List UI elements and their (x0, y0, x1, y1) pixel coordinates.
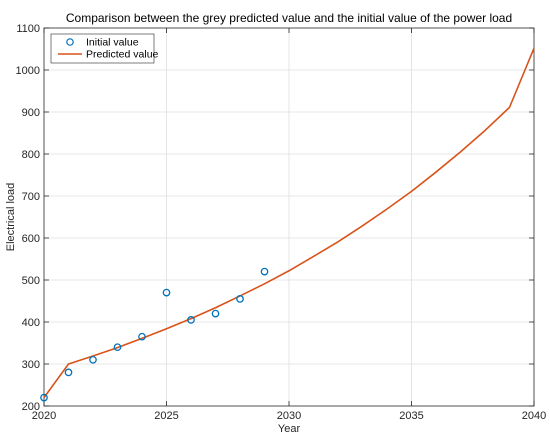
y-tick-label-7: 900 (22, 107, 40, 119)
legend-label-predicted: Predicted value (86, 49, 159, 61)
legend-label-initial: Initial value (86, 37, 139, 49)
y-tick-label-4: 600 (22, 233, 40, 245)
y-tick-label-1: 300 (22, 359, 40, 371)
y-tick-label-5: 700 (22, 191, 40, 203)
data-point-initial-5 (162, 288, 171, 297)
y-axis-label: Electrical load (5, 183, 17, 251)
x-tick-label-2: 2030 (277, 410, 301, 422)
x-tick-label-1: 2025 (154, 410, 178, 422)
data-point-initial-9 (260, 267, 269, 276)
x-axis-label: Year (278, 423, 301, 435)
axes (43, 27, 535, 407)
legend-marker-initial (66, 38, 74, 46)
x-tick-label-3: 2035 (399, 410, 423, 422)
y-tick-label-8: 1000 (16, 65, 40, 77)
chart-title: Comparison between the grey predicted va… (66, 11, 512, 25)
legend: Initial value Predicted value (50, 33, 159, 64)
tick-labels: 2020 2025 2030 2035 2040 200 300 400 500 600 700 80… (16, 23, 547, 422)
data-point-initial-2 (89, 355, 97, 364)
y-tick-label-3: 500 (22, 275, 40, 287)
series-layer (40, 47, 535, 402)
y-tick-label-0: 200 (22, 401, 40, 413)
data-point-initial-8 (236, 295, 244, 303)
data-point-initial-4 (138, 332, 146, 341)
data-point-initial-3 (113, 343, 122, 352)
data-point-initial-6 (187, 316, 195, 324)
grid (44, 28, 534, 406)
y-tick-label-2: 400 (22, 317, 40, 329)
data-point-initial-1 (64, 368, 73, 377)
data-point-initial-7 (211, 309, 220, 318)
data-point-initial-0 (40, 393, 48, 402)
x-tick-label-0: 2020 (32, 410, 56, 422)
y-tick-label-6: 800 (22, 149, 40, 161)
series-line-predicted (43, 47, 535, 399)
y-tick-label-9: 1100 (16, 23, 40, 35)
x-tick-label-4: 2040 (522, 410, 546, 422)
